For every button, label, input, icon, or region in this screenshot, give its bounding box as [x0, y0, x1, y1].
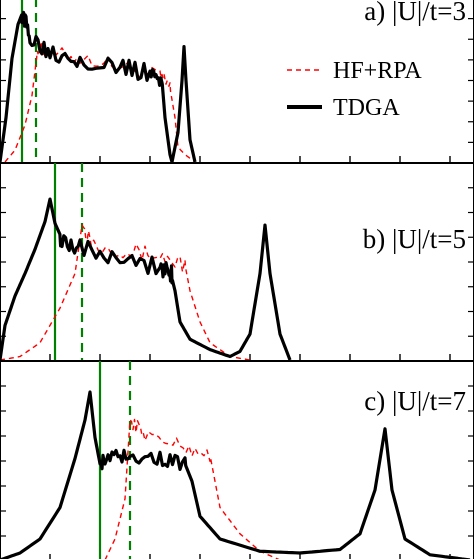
panel-b-label: b) |U|/t=5 [363, 224, 466, 254]
panel-a-series-tdga [0, 10, 197, 164]
panel-c-series-tdga [0, 390, 471, 559]
panel-a-series-hfrpa [4, 40, 196, 163]
panel-c-label: c) |U|/t=7 [364, 386, 466, 416]
panel-b-markers [53, 163, 84, 361]
panel-b: b) |U|/t=5 [0, 162, 474, 362]
panel-a-ticks [0, 18, 474, 163]
legend-tdga-label: TDGA [333, 95, 400, 121]
panel-a: a) |U|/t=3 HF+RPA TDGA [0, 0, 474, 164]
panel-c-series-hfrpa [104, 418, 280, 559]
panel-a-series [0, 10, 197, 164]
panel-c: c) |U|/t=7 [0, 360, 474, 559]
panel-b-frame [0, 162, 474, 362]
panel-b-series-tdga [0, 197, 292, 361]
panel-a-markers [20, 0, 38, 163]
legend-hfrpa-label: HF+RPA [333, 58, 422, 84]
panel-b-ticks [0, 187, 474, 361]
panel-b-series [0, 197, 292, 361]
panel-c-series [0, 390, 471, 559]
panel-c-frame [0, 360, 474, 559]
panel-a-label: a) |U|/t=3 [364, 0, 466, 26]
panel-c-ticks [0, 385, 474, 559]
legend: HF+RPA TDGA [287, 58, 422, 121]
